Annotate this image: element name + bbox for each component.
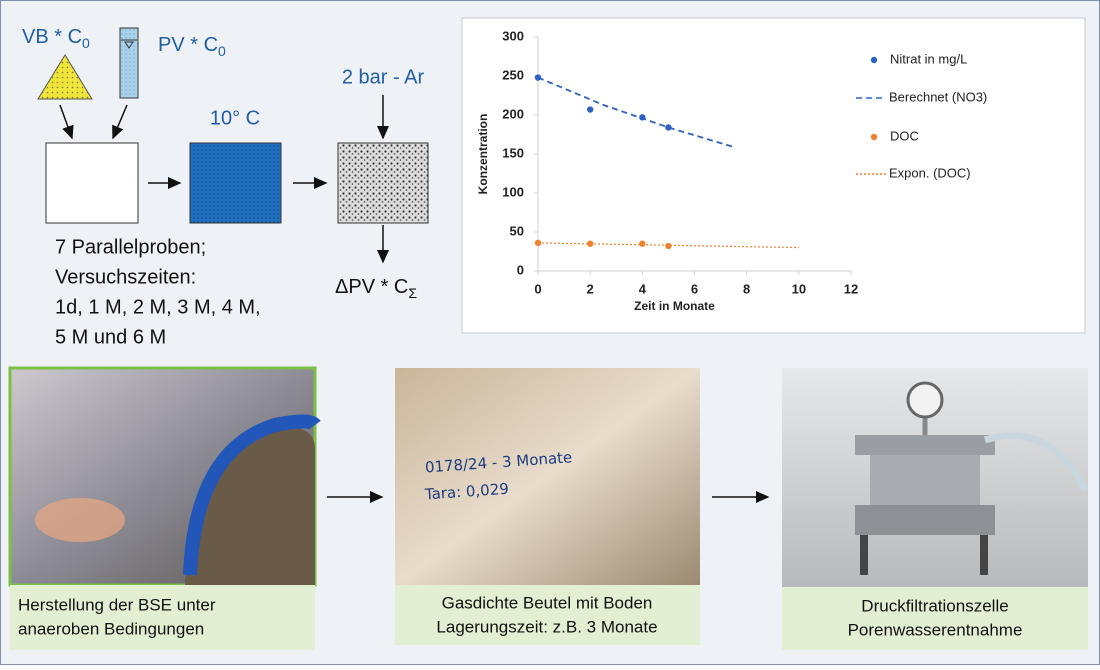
caption: Porenwasserentnahme xyxy=(848,620,1023,639)
note-line: 7 Parallelproben; xyxy=(55,236,206,258)
caption: Herstellung der BSE unter xyxy=(18,595,216,614)
chart-panel xyxy=(461,17,1086,334)
pv-label: PV * C0 xyxy=(158,34,226,58)
pv-sub: 0 xyxy=(218,43,226,59)
y-tick-label: 200 xyxy=(502,106,524,121)
arrow xyxy=(59,104,74,140)
output-label: ΔPV * CΣ xyxy=(335,276,417,300)
pressure: 2 bar - Ar xyxy=(342,66,425,88)
cell-base xyxy=(855,505,995,535)
x-tick-label: 6 xyxy=(691,281,698,296)
photo-soil xyxy=(185,427,315,585)
caption-box xyxy=(395,585,700,645)
x-tick-label: 12 xyxy=(844,281,858,296)
x-tick-label: 0 xyxy=(534,281,541,296)
legend-marker xyxy=(870,56,878,64)
chart: 0 50 100 150 200 250 300 0 2 4 6 8 10 12 Zeit in Monat… xyxy=(476,28,987,313)
legend-label: DOC xyxy=(890,128,919,143)
pressure-box xyxy=(337,142,429,224)
y-tick-label: 0 xyxy=(517,262,524,277)
tube-marker xyxy=(124,41,134,49)
pv-text: PV * C xyxy=(158,34,218,56)
data-point xyxy=(665,124,672,131)
photo-bowl-rim xyxy=(183,414,321,576)
handwriting: Tara: 0,029 xyxy=(423,480,509,504)
mix-box xyxy=(45,142,139,224)
y-tick-label: 250 xyxy=(502,67,524,82)
data-point xyxy=(639,240,646,247)
cell-lid xyxy=(855,435,995,455)
legend-marker xyxy=(870,133,878,141)
trend-line xyxy=(537,242,799,249)
cell-leg xyxy=(980,535,988,575)
gauge xyxy=(906,381,944,419)
x-tick-label: 10 xyxy=(792,281,806,296)
x-axis-label: Zeit in Monate xyxy=(634,299,715,313)
caption: Gasdichte Beutel mit Boden xyxy=(442,593,653,612)
vb-text: VB * C xyxy=(22,26,82,48)
output-text: ΔPV * C xyxy=(335,276,408,298)
vb-sub: 0 xyxy=(82,35,90,51)
trend-line xyxy=(537,76,734,148)
photo-bag xyxy=(395,368,700,585)
x-tick-label: 4 xyxy=(639,281,647,296)
cell-leg xyxy=(860,535,868,575)
caption: Druckfiltrationszelle xyxy=(861,596,1008,615)
y-tick-label: 300 xyxy=(502,28,524,43)
y-axis-label: Konzentration xyxy=(476,114,490,195)
x-tick-label: 2 xyxy=(587,281,594,296)
vb-label: VB * C0 xyxy=(22,26,90,50)
caption: anaeroben Bedingungen xyxy=(18,619,204,638)
note-line: Versuchszeiten: xyxy=(55,266,196,288)
hose xyxy=(983,432,1089,492)
legend-label: Berechnet (NO3) xyxy=(889,89,987,104)
legend-label: Expon. (DOC) xyxy=(889,165,971,180)
y-tick-label: 100 xyxy=(502,184,524,199)
note-line: 5 M und 6 M xyxy=(55,326,166,348)
caption: Lagerungszeit: z.B. 3 Monate xyxy=(436,617,657,636)
caption-box xyxy=(782,587,1088,650)
temperature: 10° C xyxy=(210,107,260,129)
output-sub: Σ xyxy=(408,285,417,301)
legend-label: Nitrat in mg/L xyxy=(890,51,967,66)
data-point xyxy=(665,242,672,250)
note-line: 1d, 1 M, 2 M, 3 M, 4 M, xyxy=(55,296,261,318)
y-tick-label: 50 xyxy=(510,223,524,238)
arrow xyxy=(112,104,128,140)
photo-glove xyxy=(35,498,125,542)
solid-triangle xyxy=(37,54,93,100)
cell-body xyxy=(870,455,980,510)
pore-water-tube xyxy=(119,27,139,99)
data-point xyxy=(586,106,594,113)
x-tick-label: 8 xyxy=(743,281,750,296)
y-tick-label: 150 xyxy=(502,145,524,160)
caption-box xyxy=(10,585,315,650)
cooled-box xyxy=(189,142,282,224)
